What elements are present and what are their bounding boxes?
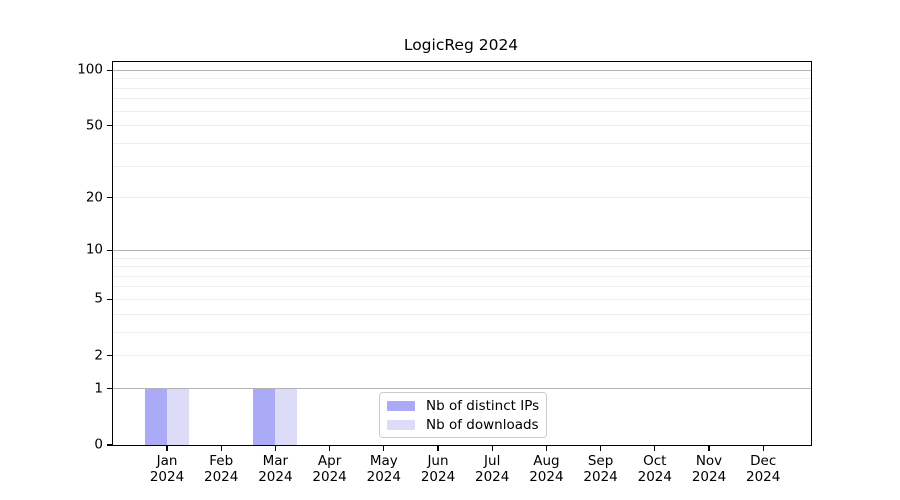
x-tick-label-month: Jun <box>427 453 449 469</box>
y-tick-label: 50 <box>85 117 103 134</box>
x-tick-mark <box>491 446 493 452</box>
legend-swatch <box>387 419 415 430</box>
x-tick-label: Nov 2024 <box>674 453 744 485</box>
bar-distinct-ips <box>253 388 276 445</box>
y-tick-mark <box>106 388 112 390</box>
x-tick-label-year: 2024 <box>529 468 564 485</box>
minor-gridline <box>113 275 811 277</box>
major-gridline <box>113 388 811 390</box>
y-tick-mark <box>106 249 112 251</box>
legend-swatch <box>387 400 415 411</box>
x-tick-label-month: Feb <box>209 453 234 469</box>
y-tick-label: 1 <box>94 380 103 397</box>
x-tick-label-month: Apr <box>317 453 342 469</box>
x-tick-label-month: Dec <box>750 453 777 469</box>
x-tick-mark <box>437 446 439 452</box>
y-tick-mark <box>106 197 112 199</box>
x-tick-label-year: 2024 <box>204 468 239 485</box>
x-tick-label-year: 2024 <box>312 468 347 485</box>
x-tick-label-year: 2024 <box>691 468 727 485</box>
x-tick-label: Aug 2024 <box>511 453 581 485</box>
minor-gridline <box>113 110 811 112</box>
y-tick-label: 10 <box>85 241 103 258</box>
plot-area: 100 50 20 10 5 2 1 0 Jan 2024 Feb 2024 Mar 2024 Apr 20… <box>77 61 812 484</box>
bar-distinct-ips <box>145 388 167 445</box>
x-tick-label: May 2024 <box>349 453 419 485</box>
legend-item: Nb of downloads <box>387 415 546 434</box>
x-tick-mark <box>383 446 385 452</box>
x-tick-mark <box>545 446 548 452</box>
x-tick-label-year: 2024 <box>149 468 185 485</box>
x-tick-label-month: Nov <box>695 453 723 469</box>
minor-gridline <box>113 87 811 89</box>
legend-label: Nb of downloads <box>426 416 539 433</box>
y-tick-label: 0 <box>94 436 103 453</box>
minor-gridline <box>113 298 811 300</box>
y-tick-label: 2 <box>94 347 103 364</box>
y-tick-mark <box>106 69 112 71</box>
y-tick-mark <box>106 298 112 301</box>
legend-item: Nb of distinct IPs <box>387 396 546 415</box>
minor-gridline <box>113 165 811 167</box>
major-gridline <box>113 249 811 251</box>
x-tick-label-month: Jan <box>156 453 178 469</box>
x-tick-label: Mar 2024 <box>240 453 310 485</box>
x-tick-label-month: Sep <box>587 453 614 469</box>
y-tick-label: 5 <box>94 291 103 308</box>
minor-gridline <box>113 313 811 315</box>
minor-gridline <box>113 257 811 259</box>
x-tick-mark <box>274 446 277 452</box>
x-tick-label-month: Aug <box>533 453 560 469</box>
y-tick-mark <box>106 444 112 446</box>
x-tick-mark <box>708 446 710 452</box>
x-tick-label: Jul 2024 <box>457 453 527 485</box>
x-tick-label-year: 2024 <box>258 468 293 485</box>
x-tick-mark <box>654 446 656 452</box>
x-tick-label: Dec 2024 <box>728 453 798 485</box>
x-tick-mark <box>762 446 764 452</box>
x-tick-mark <box>599 446 602 452</box>
x-tick-label-year: 2024 <box>420 468 456 485</box>
x-tick-label-year: 2024 <box>366 468 401 485</box>
x-tick-mark <box>328 446 331 452</box>
x-tick-label-month: May <box>369 453 398 469</box>
x-tick-label: Jun 2024 <box>403 453 473 485</box>
x-tick-mark <box>166 446 168 452</box>
minor-gridline <box>113 355 811 357</box>
major-gridline <box>113 69 811 71</box>
x-tick-label: Oct 2024 <box>620 453 690 485</box>
bar-downloads <box>275 388 298 445</box>
minor-gridline <box>113 286 811 288</box>
chart-title: LogicReg 2024 <box>403 36 519 54</box>
x-tick-label-year: 2024 <box>583 468 618 485</box>
x-tick-label-year: 2024 <box>746 468 781 485</box>
x-tick-label: Feb 2024 <box>186 453 256 485</box>
x-tick-label: Apr 2024 <box>295 453 365 485</box>
minor-gridline <box>113 142 811 144</box>
minor-gridline <box>113 98 811 100</box>
x-tick-label-year: 2024 <box>637 468 672 485</box>
x-tick-label-year: 2024 <box>475 468 510 485</box>
legend-label: Nb of distinct IPs <box>426 397 540 414</box>
minor-gridline <box>113 266 811 268</box>
x-tick-label: Sep 2024 <box>566 453 636 485</box>
x-tick-label: Jan 2024 <box>132 453 202 485</box>
x-tick-label-month: Oct <box>643 453 667 469</box>
x-tick-mark <box>220 446 222 452</box>
bar-downloads <box>167 388 189 445</box>
minor-gridline <box>113 78 811 80</box>
x-tick-label-month: Mar <box>262 453 289 469</box>
minor-gridline <box>113 331 811 333</box>
minor-gridline <box>113 125 811 127</box>
y-tick-mark <box>106 125 112 127</box>
y-tick-label: 100 <box>77 61 103 78</box>
y-tick-label: 20 <box>85 189 103 206</box>
y-tick-mark <box>106 355 112 357</box>
x-tick-label-month: Jul <box>484 453 501 469</box>
minor-gridline <box>113 197 811 199</box>
legend-box: Nb of distinct IPs Nb of downloads <box>379 392 547 438</box>
